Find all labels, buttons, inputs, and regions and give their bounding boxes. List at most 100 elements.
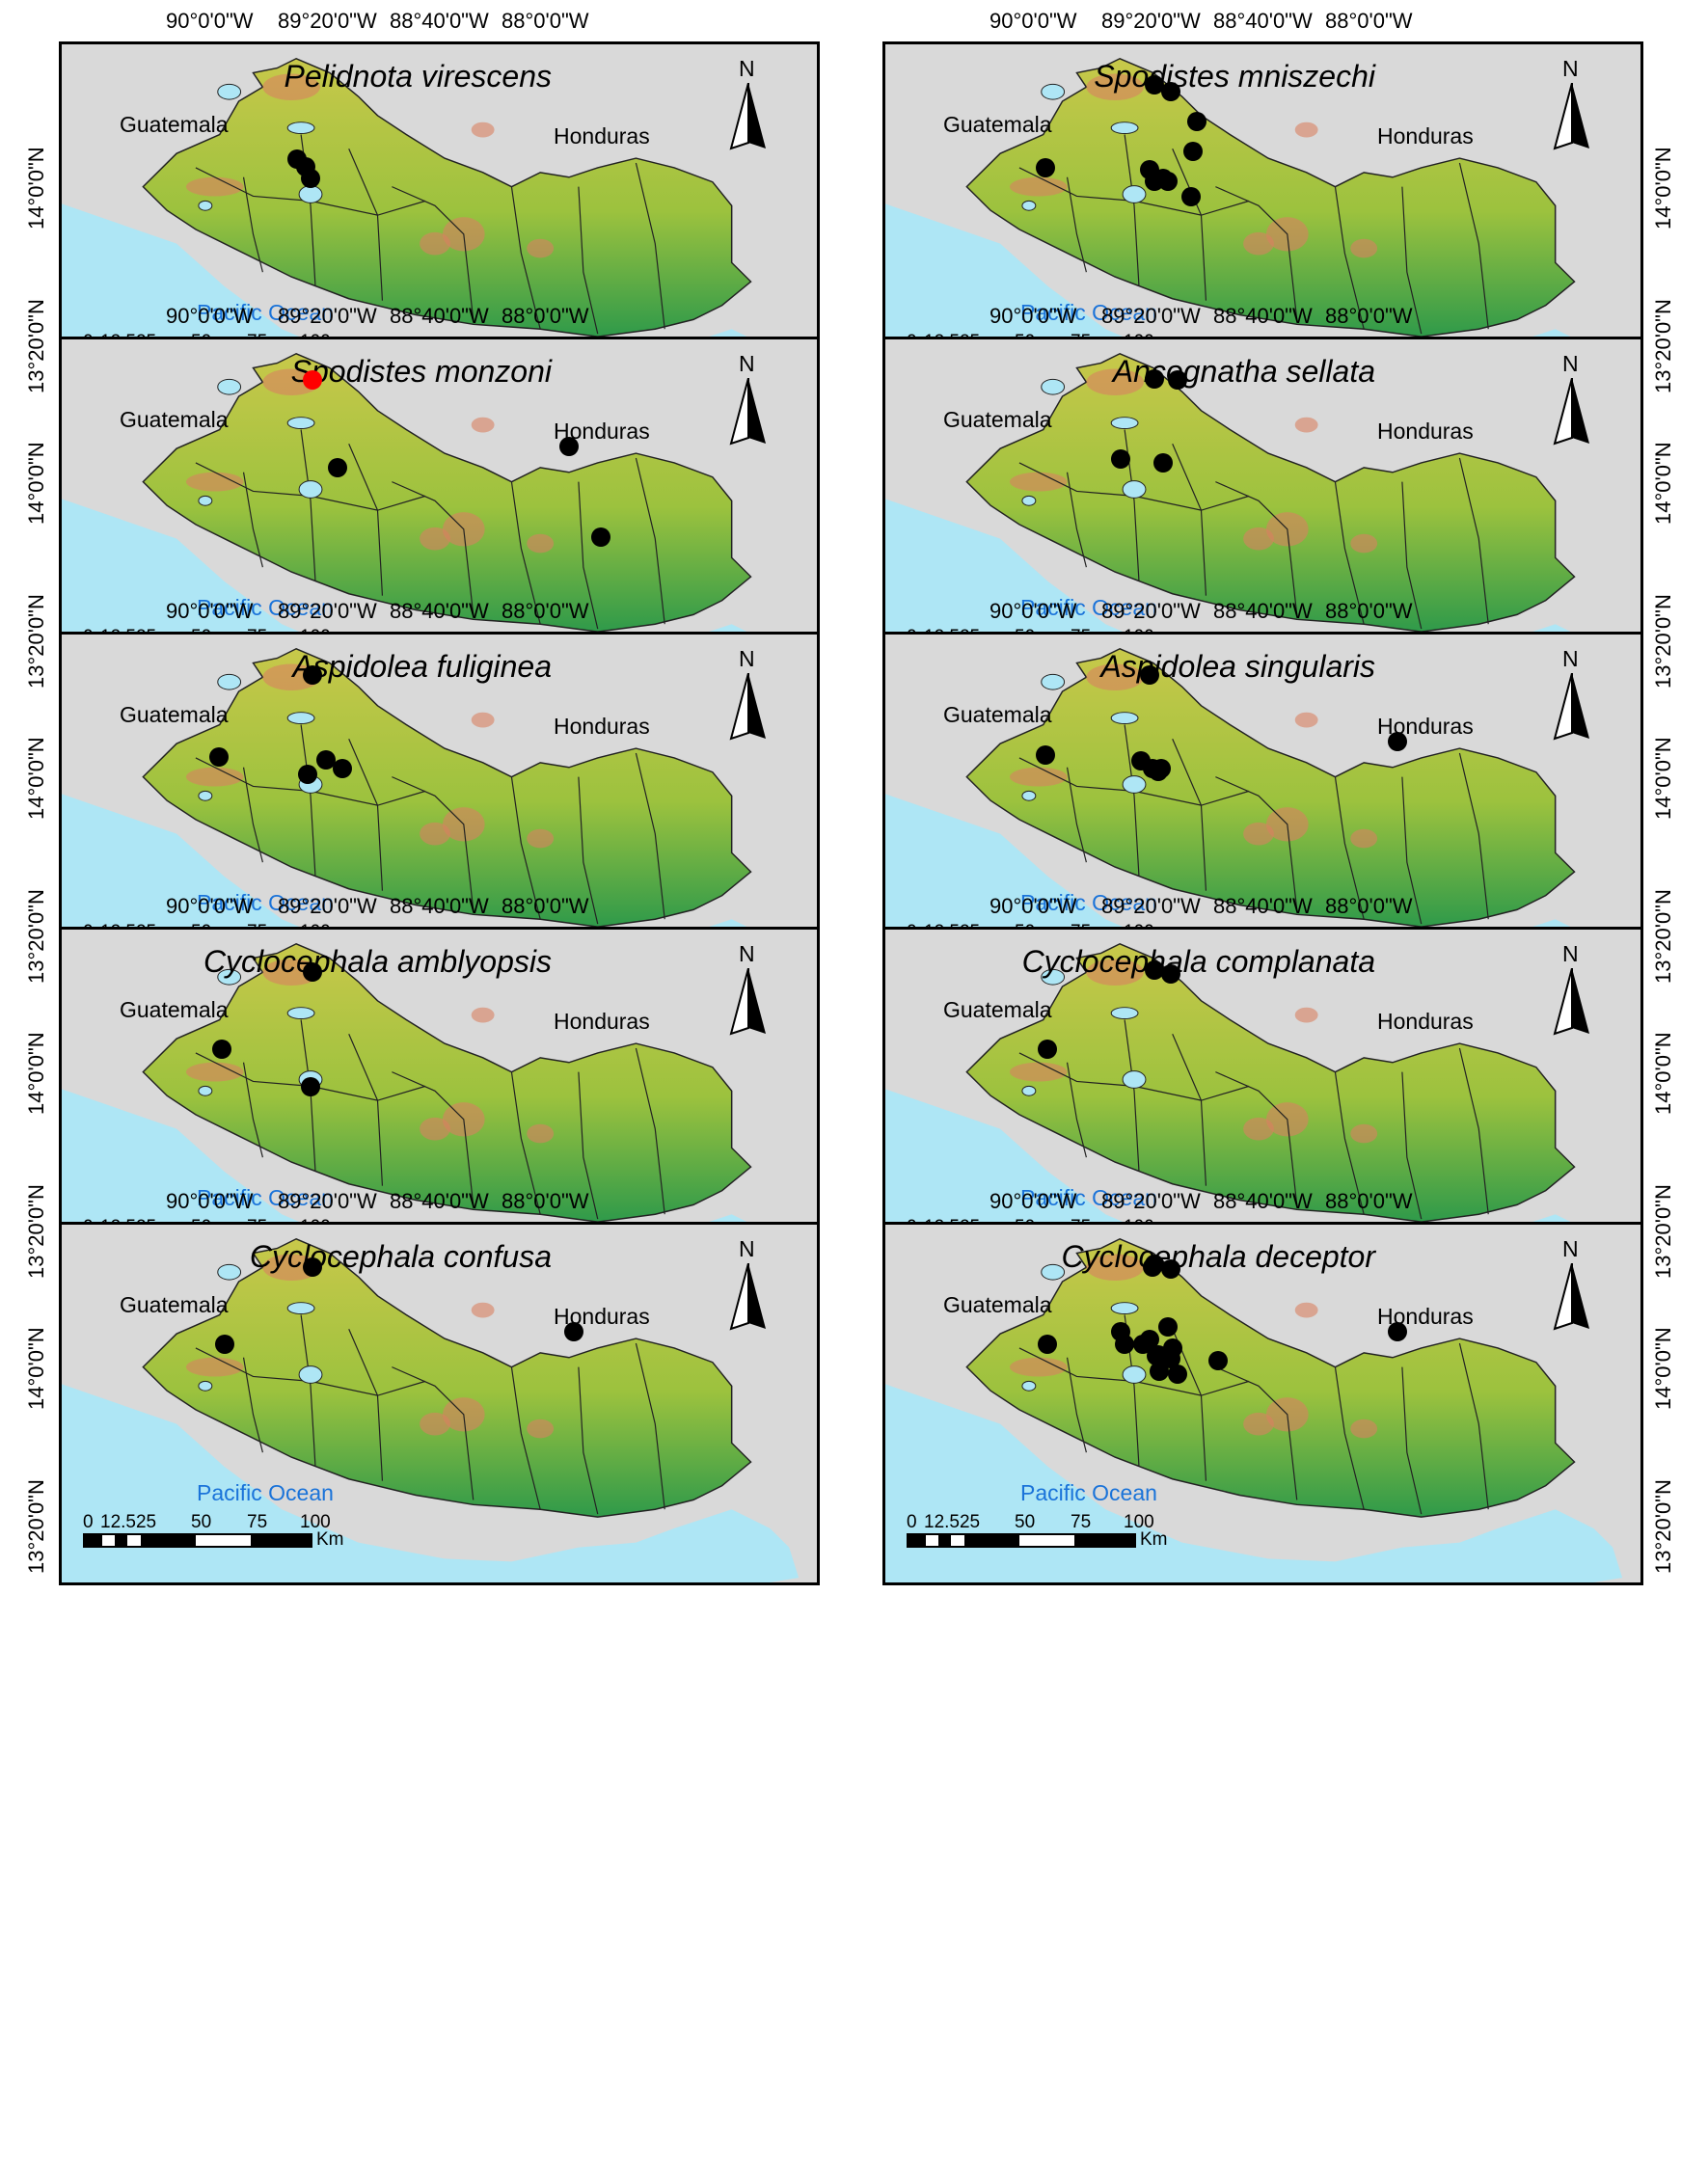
longitude-label: 88°40'0"W (390, 9, 489, 33)
scale-tick-label: 75 (247, 1512, 268, 1532)
country-label-guatemala: Guatemala (943, 1292, 1052, 1317)
lake (198, 200, 213, 211)
highland-area (1086, 1254, 1144, 1282)
scale-tick-label: 100 (1124, 1512, 1154, 1532)
ocean-label: Pacific Ocean (197, 1185, 334, 1210)
lake (1122, 1365, 1147, 1384)
longitude-label: 89°20'0"W (1101, 1189, 1201, 1213)
latitude-label: 14°0'0"N (24, 442, 48, 525)
north-arrow: N (729, 351, 768, 446)
lake (1110, 1302, 1139, 1314)
lake (1122, 775, 1147, 794)
department-border (1133, 200, 1250, 216)
north-arrow-label: N (739, 1236, 755, 1261)
department-border (635, 457, 665, 625)
department-border (242, 1062, 263, 1158)
record-point (215, 1334, 235, 1354)
highland-area (1243, 1117, 1274, 1141)
highland-area (420, 231, 450, 256)
record-point (564, 1322, 584, 1342)
terrain-map (62, 1237, 800, 1582)
scale-segment (115, 1535, 127, 1546)
record-point (1132, 1334, 1152, 1354)
highland-area (527, 533, 555, 554)
record-point (302, 962, 322, 983)
longitude-label: 88°0'0"W (1325, 304, 1413, 328)
record-point (1036, 158, 1055, 178)
scale-tick-label: 0 (83, 1512, 94, 1532)
department-border (310, 790, 426, 806)
longitude-label: 89°20'0"W (1101, 894, 1201, 918)
record-point (1161, 81, 1181, 101)
country-label-guatemala: Guatemala (120, 112, 229, 137)
highland-area (1294, 122, 1318, 138)
department-border (242, 1357, 263, 1453)
record-point (212, 1039, 231, 1059)
highland-area (471, 712, 495, 728)
department-border (510, 481, 541, 625)
species-name: Cyclocephala amblyopsis (203, 944, 552, 979)
highland-area (1086, 73, 1144, 101)
north-arrow: N (1553, 56, 1591, 150)
department-border (1133, 1380, 1250, 1396)
department-border (1401, 776, 1423, 925)
department-border (242, 767, 263, 863)
longitude-label: 88°0'0"W (502, 599, 589, 623)
scale-tick-label: 50 (1015, 1512, 1036, 1532)
longitude-label: 88°40'0"W (390, 1189, 489, 1213)
longitude-label: 88°0'0"W (1325, 1189, 1413, 1213)
highland-area (1010, 472, 1068, 492)
latitude-label: 13°20'0"N (24, 594, 48, 689)
highland-area (527, 1123, 555, 1144)
longitude-label: 90°0'0"W (990, 894, 1077, 918)
longitude-label: 89°20'0"W (278, 599, 377, 623)
record-point (208, 746, 229, 767)
department-border (510, 1071, 541, 1215)
latitude-label: 13°20'0"N (24, 299, 48, 393)
highland-area (186, 1062, 244, 1082)
record-point (1183, 142, 1204, 162)
north-arrow-label: N (739, 941, 755, 966)
scale-segment (127, 1535, 141, 1546)
highland-area (186, 767, 244, 787)
department-border (578, 481, 599, 630)
department-border (635, 752, 665, 920)
latitude-label: 14°0'0"N (24, 1327, 48, 1410)
department-border (1334, 481, 1365, 625)
highland-area (420, 1412, 450, 1436)
record-point (1388, 732, 1408, 752)
species-name: Aspidolea fuliginea (292, 649, 552, 684)
department-border (1066, 1062, 1087, 1158)
record-point (1168, 370, 1188, 391)
country-label-guatemala: Guatemala (120, 702, 229, 727)
latitude-label: 13°20'0"N (24, 1184, 48, 1279)
north-arrow: N (729, 56, 768, 150)
department-border (1401, 1366, 1423, 1515)
longitude-label: 88°0'0"W (1325, 599, 1413, 623)
department-border (310, 495, 426, 511)
country-label-honduras: Honduras (1377, 123, 1474, 149)
scale-segment (908, 1535, 926, 1546)
scale-unit: Km (1140, 1529, 1168, 1550)
lake (1122, 480, 1147, 499)
highland-area (471, 417, 495, 433)
highland-area (527, 238, 555, 258)
highland-area (186, 472, 244, 492)
lake (286, 1302, 315, 1314)
lake (217, 968, 242, 986)
north-arrow-icon (1553, 968, 1589, 1036)
north-arrow-icon (729, 83, 766, 150)
latitude-label: 13°20'0"N (24, 1479, 48, 1574)
longitude-label: 88°40'0"W (1213, 894, 1313, 918)
species-name: Cyclocephala deceptor (1061, 1239, 1375, 1274)
ocean-label: Pacific Ocean (1020, 890, 1157, 915)
department-border (510, 1366, 541, 1510)
scale-tick-label: 75 (1071, 1512, 1092, 1532)
longitude-label: 88°0'0"W (1325, 9, 1413, 33)
department-border (1215, 481, 1298, 615)
department-border (1215, 1366, 1298, 1500)
department-border (510, 776, 541, 920)
latitude-label: 14°0'0"N (1651, 1032, 1675, 1115)
